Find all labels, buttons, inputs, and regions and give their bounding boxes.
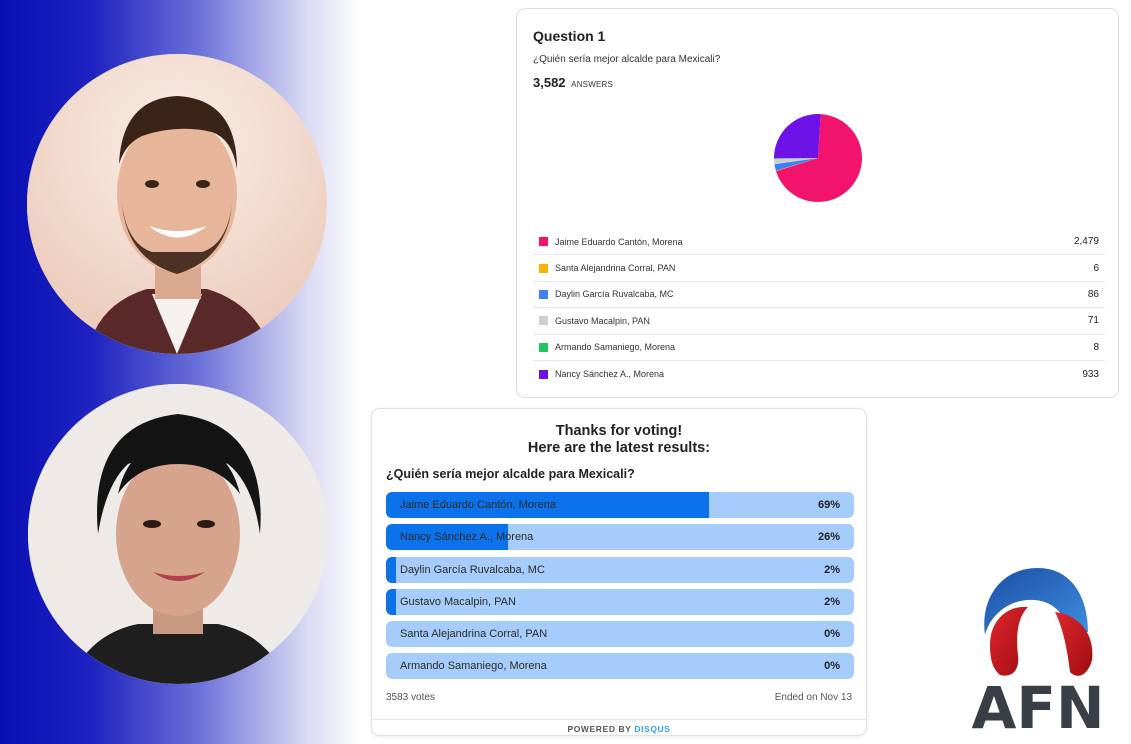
- result-bar: Nancy Sánchez A., Morena 26%: [386, 524, 854, 551]
- poll-end-date: Ended on Nov 13: [774, 692, 852, 703]
- afn-logo-text: AFN: [971, 674, 1104, 735]
- legend-row: Daylin García Ruvalcaba, MC 86: [533, 282, 1105, 309]
- result-percent: 0%: [824, 628, 840, 641]
- question-summary-card: Question 1 ¿Quién sería mejor alcalde pa…: [516, 8, 1119, 398]
- legend-label: Gustavo Macalpin, PAN: [555, 315, 650, 326]
- result-percent: 2%: [824, 563, 840, 576]
- pie-slice-4: [774, 158, 818, 165]
- result-bar-fill: [386, 524, 508, 551]
- answers-count: 3,582 ANSWERS: [533, 75, 613, 90]
- result-bar: Santa Alejandrina Corral, PAN 0%: [386, 621, 854, 648]
- pie-slice-6: [774, 114, 821, 159]
- result-percent: 2%: [824, 595, 840, 608]
- pie-slice-2: [775, 158, 818, 172]
- total-votes: 3583 votes: [386, 692, 435, 703]
- legend-swatch: [539, 237, 548, 247]
- legend-value: 933: [1082, 368, 1099, 380]
- result-option-label: Santa Alejandrina Corral, PAN: [400, 628, 548, 641]
- answers-count-label: ANSWERS: [571, 80, 614, 89]
- powered-by-label: POWERED BY: [567, 724, 632, 734]
- result-bar: Jaime Eduardo Cantón, Morena 69%: [386, 492, 854, 518]
- result-option-label: Gustavo Macalpin, PAN: [400, 595, 516, 608]
- results-heading: Thanks for voting! Here are the latest r…: [372, 423, 866, 457]
- legend-row: Armando Samaniego, Morena 8: [533, 335, 1105, 361]
- legend-row: Santa Alejandrina Corral, PAN 6: [533, 255, 1105, 282]
- afn-logo: AFN: [971, 568, 1105, 735]
- pie-slice-3: [774, 158, 818, 171]
- legend-label: Daylin García Ruvalcaba, MC: [555, 289, 674, 300]
- legend-swatch: [539, 316, 548, 326]
- result-bar-fill: [386, 492, 709, 518]
- legend-value: 86: [1087, 288, 1099, 300]
- powered-by-footer[interactable]: POWERED BY DISQUS: [372, 719, 866, 737]
- legend-row: Jaime Eduardo Cantón, Morena 2,479: [533, 229, 1105, 256]
- result-option-label: Daylin García Ruvalcaba, MC: [400, 563, 545, 576]
- legend-value: 71: [1087, 315, 1099, 327]
- poll-results-card: Thanks for voting! Here are the latest r…: [371, 408, 867, 736]
- result-bar: Daylin García Ruvalcaba, MC 2%: [386, 556, 854, 583]
- question-text: ¿Quién sería mejor alcalde para Mexicali…: [533, 54, 721, 65]
- pie-legend: Jaime Eduardo Cantón, Morena 2,479 Santa A…: [533, 229, 1105, 387]
- legend-row: Gustavo Macalpin, PAN 71: [533, 308, 1105, 335]
- legend-value: 8: [1093, 341, 1099, 353]
- results-heading-line1: Thanks for voting!: [555, 423, 683, 439]
- legend-value: 2,479: [1073, 236, 1099, 248]
- legend-value: 6: [1093, 262, 1099, 274]
- legend-label: Nancy Sánchez A., Morena: [555, 369, 665, 380]
- legend-swatch: [539, 289, 548, 299]
- candidate-photo-male: [27, 54, 327, 354]
- legend-label: Jaime Eduardo Cantón, Morena: [555, 236, 683, 247]
- result-percent: 26%: [817, 531, 840, 544]
- result-bar-fill: [386, 556, 397, 583]
- disqus-brand-link[interactable]: DISQUS: [634, 724, 671, 734]
- result-option-label: Jaime Eduardo Cantón, Morena: [400, 499, 556, 511]
- answers-count-value: 3,582: [533, 75, 566, 90]
- legend-label: Santa Alejandrina Corral, PAN: [555, 263, 676, 274]
- result-option-label: Armando Samaniego, Morena: [400, 660, 547, 673]
- pie-slice-5: [774, 158, 818, 159]
- legend-row: Nancy Sánchez A., Morena 933: [533, 361, 1105, 387]
- legend-swatch: [539, 369, 548, 379]
- question-title: Question 1: [533, 28, 606, 44]
- results-bar-list: Jaime Eduardo Cantón, Morena 69% Nancy Sán…: [386, 492, 854, 686]
- pie-slice-1: [776, 114, 862, 202]
- legend-label: Armando Samaniego, Morena: [555, 342, 676, 353]
- result-bar: Armando Samaniego, Morena 0%: [386, 653, 854, 680]
- result-percent: 69%: [817, 499, 840, 511]
- candidate-photo-female: [28, 384, 328, 684]
- poll-question: ¿Quién sería mejor alcalde para Mexicali…: [386, 467, 635, 481]
- result-bar-fill: [386, 588, 397, 615]
- result-percent: 0%: [824, 660, 840, 673]
- results-pie-chart: [774, 114, 862, 202]
- legend-swatch: [539, 263, 548, 273]
- result-option-label: Nancy Sánchez A., Morena: [400, 531, 534, 544]
- results-heading-line2: Here are the latest results:: [527, 440, 711, 456]
- result-bar: Gustavo Macalpin, PAN 2%: [386, 588, 854, 615]
- legend-swatch: [539, 342, 548, 352]
